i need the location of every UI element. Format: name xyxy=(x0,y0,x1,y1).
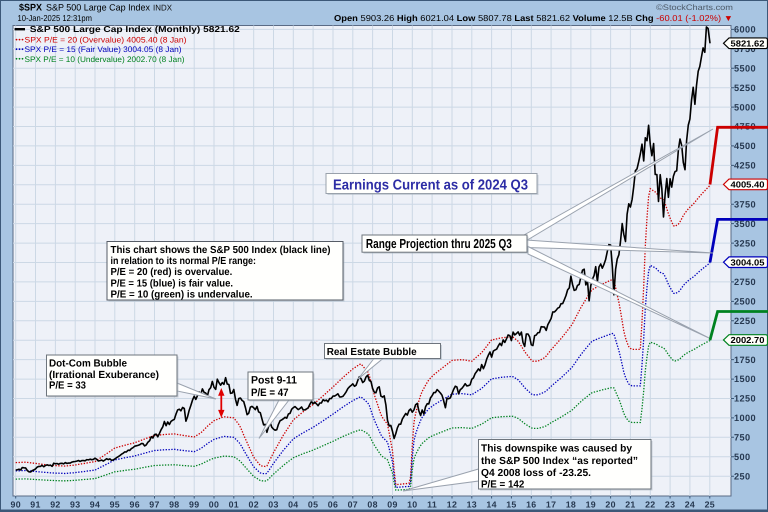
svg-text:05: 05 xyxy=(308,500,318,510)
svg-text:$SPX: $SPX xyxy=(19,3,43,14)
svg-text:99: 99 xyxy=(189,500,199,510)
svg-text:Dot-Com Bubble: Dot-Com Bubble xyxy=(49,359,127,370)
svg-text:3750: 3750 xyxy=(734,199,756,209)
svg-text:P/E = 47: P/E = 47 xyxy=(251,387,289,399)
svg-text:2750: 2750 xyxy=(734,277,756,287)
svg-text:Post 9-11: Post 9-11 xyxy=(251,375,297,387)
svg-text:24: 24 xyxy=(685,500,695,510)
svg-text:92: 92 xyxy=(50,500,60,510)
svg-text:02: 02 xyxy=(249,500,259,510)
svg-text:08: 08 xyxy=(367,500,377,510)
svg-text:23: 23 xyxy=(665,500,675,510)
svg-text:P/E = 142: P/E = 142 xyxy=(481,480,525,491)
svg-text:Earnings Current as of 2024 Q3: Earnings Current as of 2024 Q3 xyxy=(333,177,528,193)
svg-text:1250: 1250 xyxy=(734,394,756,404)
svg-text:07: 07 xyxy=(348,500,358,510)
svg-text:P/E = 10 (green) is undervalue: P/E = 10 (green) is undervalue. xyxy=(111,290,253,301)
svg-text:95: 95 xyxy=(110,500,120,510)
svg-text:This chart shows the S&P 500 I: This chart shows the S&P 500 Index (blac… xyxy=(111,245,331,256)
svg-text:3500: 3500 xyxy=(734,219,756,229)
svg-text:98: 98 xyxy=(169,500,179,510)
svg-text:01: 01 xyxy=(229,500,239,510)
svg-text:19: 19 xyxy=(586,500,596,510)
svg-text:4500: 4500 xyxy=(734,141,756,151)
svg-text:4250: 4250 xyxy=(734,161,756,171)
svg-text:04: 04 xyxy=(288,500,298,510)
svg-text:15: 15 xyxy=(506,500,516,510)
svg-text:2500: 2500 xyxy=(734,297,756,307)
svg-text:S&P 500 Large Cap Index: S&P 500 Large Cap Index xyxy=(46,2,150,12)
svg-text:90: 90 xyxy=(11,500,21,510)
svg-text:1000: 1000 xyxy=(734,413,756,423)
svg-text:10: 10 xyxy=(407,500,417,510)
svg-text:97: 97 xyxy=(149,500,159,510)
svg-text:2250: 2250 xyxy=(734,316,756,326)
svg-text:1750: 1750 xyxy=(734,355,756,365)
svg-text:96: 96 xyxy=(130,500,140,510)
svg-text:This downspike was caused by: This downspike was caused by xyxy=(481,443,632,454)
svg-text:P/E = 15 (blue) is fair value.: P/E = 15 (blue) is fair value. xyxy=(111,278,234,289)
svg-text:5500: 5500 xyxy=(734,64,756,74)
svg-text:S&P 500 Large Cap Index (Month: S&P 500 Large Cap Index (Monthly) 5821.6… xyxy=(30,24,240,34)
svg-text:5250: 5250 xyxy=(734,83,756,93)
svg-text:Real Estate Bubble: Real Estate Bubble xyxy=(327,347,417,358)
svg-text:06: 06 xyxy=(328,500,338,510)
svg-text:03: 03 xyxy=(268,500,278,510)
svg-text:4005.40: 4005.40 xyxy=(731,179,765,189)
svg-text:in relation to its normal P/E: in relation to its normal P/E range: xyxy=(111,256,257,267)
svg-text:5821.62: 5821.62 xyxy=(731,38,765,48)
svg-text:5000: 5000 xyxy=(734,102,756,112)
svg-text:91: 91 xyxy=(30,500,40,510)
svg-text:P/E = 20 (red) is overvalue.: P/E = 20 (red) is overvalue. xyxy=(111,267,233,278)
svg-text:INDX: INDX xyxy=(153,2,172,12)
svg-text:25: 25 xyxy=(705,500,715,510)
svg-text:1500: 1500 xyxy=(734,374,756,384)
svg-text:Range Projection thru 2025 Q3: Range Projection thru 2025 Q3 xyxy=(366,236,512,251)
svg-text:500: 500 xyxy=(734,452,751,462)
svg-text:93: 93 xyxy=(70,500,80,510)
svg-text:SPX P/E = 20 (Overvalue) 4005.: SPX P/E = 20 (Overvalue) 4005.40 (8 Jan) xyxy=(25,36,187,45)
svg-text:2002.70: 2002.70 xyxy=(731,335,765,345)
svg-text:6000: 6000 xyxy=(734,25,756,35)
svg-text:11: 11 xyxy=(427,500,437,510)
svg-text:SPX P/E = 15 (Fair Value) 3004: SPX P/E = 15 (Fair Value) 3004.05 (8 Jan… xyxy=(25,45,182,54)
svg-text:(Irrational Exuberance): (Irrational Exuberance) xyxy=(49,370,159,381)
svg-text:00: 00 xyxy=(209,500,219,510)
svg-text:14: 14 xyxy=(486,500,496,510)
svg-text:09: 09 xyxy=(387,500,397,510)
svg-text:Open 5903.26 High 6021.04 Low: Open 5903.26 High 6021.04 Low 5807.78 La… xyxy=(334,13,733,23)
svg-text:22: 22 xyxy=(645,500,655,510)
svg-text:12: 12 xyxy=(447,500,457,510)
svg-text:the S&P 500 Index “as reported: the S&P 500 Index “as reported” xyxy=(481,456,638,467)
svg-text:94: 94 xyxy=(90,500,100,510)
svg-text:3004.05: 3004.05 xyxy=(731,257,765,267)
svg-text:750: 750 xyxy=(734,433,751,443)
svg-text:21: 21 xyxy=(625,500,635,510)
svg-text:17: 17 xyxy=(546,500,556,510)
svg-text:16: 16 xyxy=(526,500,536,510)
svg-text:P/E = 33: P/E = 33 xyxy=(49,381,86,392)
svg-text:©StockCharts.com: ©StockCharts.com xyxy=(656,3,733,12)
svg-text:250: 250 xyxy=(734,471,751,481)
svg-text:20: 20 xyxy=(605,500,615,510)
svg-text:3250: 3250 xyxy=(734,238,756,248)
svg-text:18: 18 xyxy=(566,500,576,510)
svg-text:13: 13 xyxy=(467,500,477,510)
svg-text:10-Jan-2025 12:31pm: 10-Jan-2025 12:31pm xyxy=(18,13,93,23)
svg-text:SPX P/E = 10 (Undervalue) 2002: SPX P/E = 10 (Undervalue) 2002.70 (8 Jan… xyxy=(25,55,185,64)
svg-text:Q4 2008 loss of -23.25.: Q4 2008 loss of -23.25. xyxy=(481,468,591,479)
